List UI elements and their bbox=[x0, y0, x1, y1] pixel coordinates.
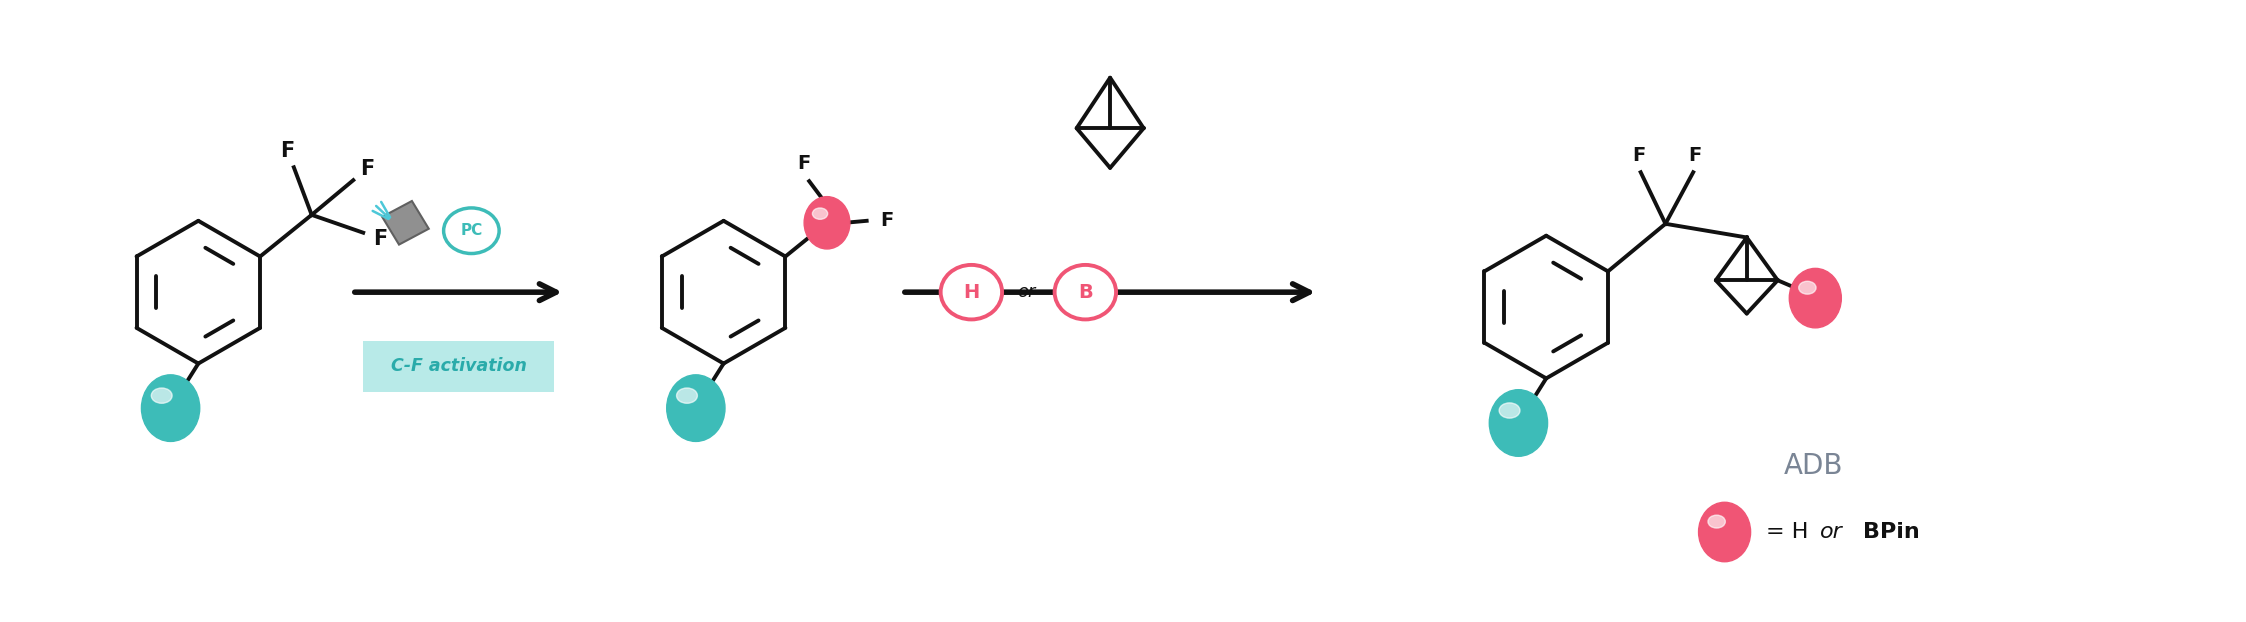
Ellipse shape bbox=[1799, 281, 1817, 294]
Text: F: F bbox=[797, 154, 811, 173]
Ellipse shape bbox=[445, 208, 499, 254]
Text: F: F bbox=[359, 159, 375, 179]
Ellipse shape bbox=[150, 388, 173, 403]
Text: PC: PC bbox=[460, 223, 483, 238]
Ellipse shape bbox=[1489, 390, 1547, 457]
Ellipse shape bbox=[1498, 403, 1521, 418]
Text: F: F bbox=[373, 228, 386, 249]
Ellipse shape bbox=[813, 208, 829, 220]
Ellipse shape bbox=[941, 265, 1002, 320]
Ellipse shape bbox=[1790, 268, 1842, 328]
Text: ADB: ADB bbox=[1783, 452, 1844, 480]
Ellipse shape bbox=[141, 375, 200, 442]
Text: F: F bbox=[1689, 146, 1702, 165]
Text: or: or bbox=[1017, 283, 1035, 301]
Ellipse shape bbox=[676, 388, 696, 403]
Text: BPin: BPin bbox=[1864, 522, 1920, 542]
Ellipse shape bbox=[1707, 515, 1725, 528]
Ellipse shape bbox=[804, 197, 849, 249]
Ellipse shape bbox=[1698, 503, 1750, 562]
Text: H: H bbox=[964, 282, 979, 302]
Ellipse shape bbox=[1056, 265, 1116, 320]
Text: or: or bbox=[1819, 522, 1842, 542]
Polygon shape bbox=[382, 201, 429, 244]
Text: F: F bbox=[880, 211, 894, 230]
Ellipse shape bbox=[667, 375, 725, 442]
Text: = H: = H bbox=[1765, 522, 1808, 542]
Text: F: F bbox=[281, 141, 294, 160]
Text: B: B bbox=[1078, 282, 1094, 302]
FancyBboxPatch shape bbox=[364, 341, 555, 392]
Text: C-F activation: C-F activation bbox=[391, 358, 526, 376]
Text: F: F bbox=[1633, 146, 1646, 165]
